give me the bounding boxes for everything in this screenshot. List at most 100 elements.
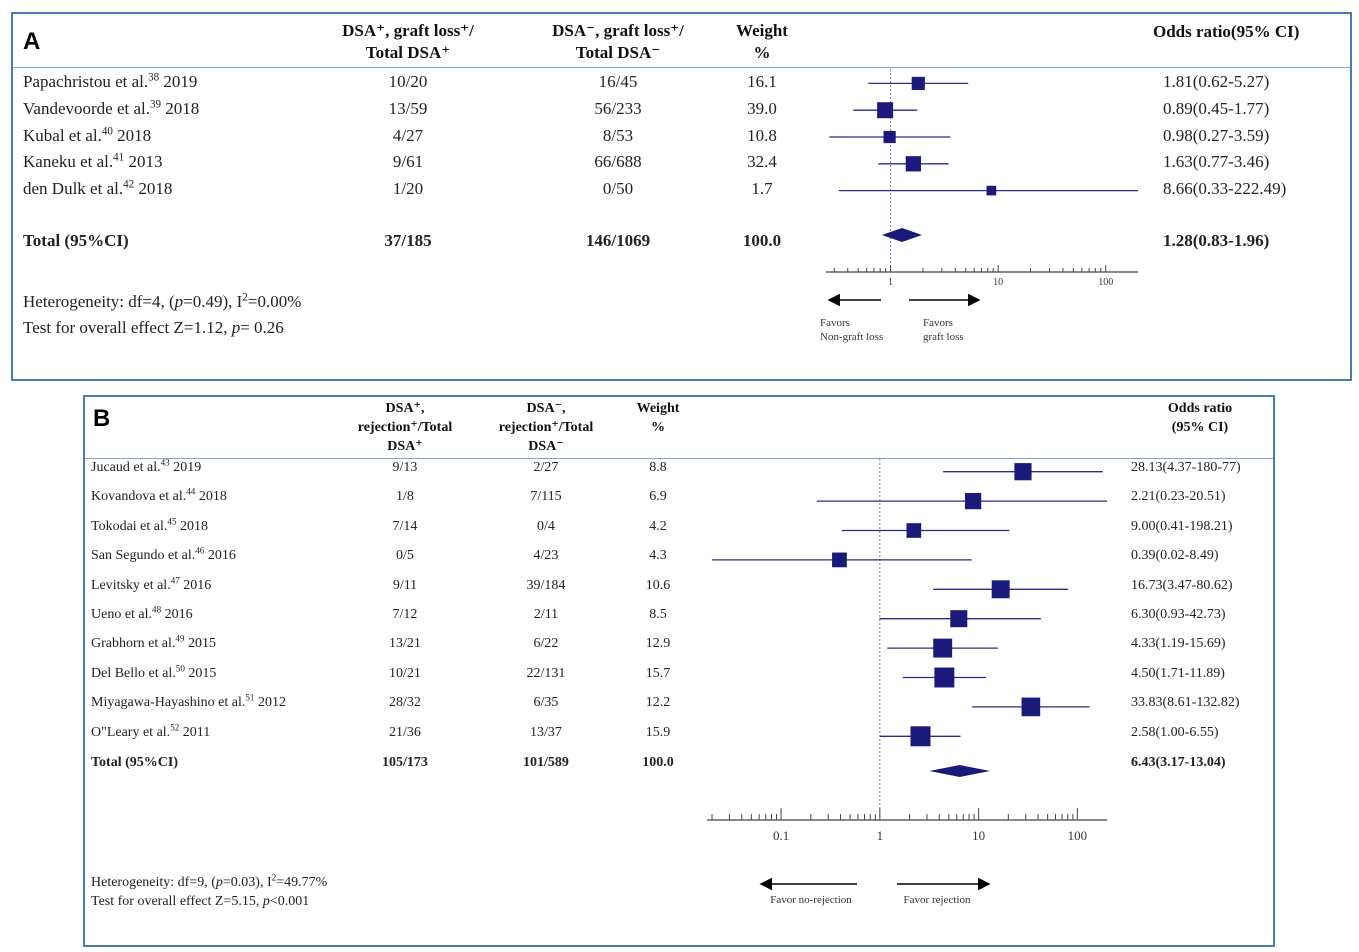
study-ref: 51 [245,692,255,703]
study-name: Kovandova et al.44 2018 [91,487,227,505]
study-year: 2018 [117,125,152,145]
study-author: Jucaud et al. [91,460,161,475]
study-year: 2018 [165,98,200,118]
study-year: 2012 [257,695,286,711]
b-het-pval: =0.03), I [222,875,272,890]
study-author: Tokodai et al. [91,518,168,534]
point-estimate [933,638,953,658]
study-or: 0.39(0.02-8.49) [1131,548,1219,564]
point-estimate [934,667,955,688]
study-year: 2016 [183,577,212,593]
study-weight: 10.6 [645,577,671,593]
a-het-prefix: Heterogeneity: df=4, ( [23,292,175,311]
point-estimate [911,76,925,90]
point-estimate [986,185,997,196]
study-weight: 16.1 [747,72,777,91]
study-weight: 39.0 [747,98,777,118]
study-ref: 42 [123,178,135,191]
study-or: 4.33(1.19-15.69) [1131,636,1226,652]
study-neg: 4/23 [533,548,559,564]
point-estimate [1021,697,1041,717]
study-weight: 8.8 [649,460,667,475]
b-forest-plot: 0.1 1 10 100 Favor no-rejection Favor rejecti… [707,459,1107,906]
point-estimate [910,726,931,747]
study-name: den Dulk et al.42 2018 [23,179,172,199]
study-neg: 6/35 [533,695,559,711]
point-estimate [883,130,896,144]
total-label: Total (95%CI) [23,231,129,250]
study-author: Levitsky et al. [91,577,171,593]
study-ref: 47 [170,574,180,585]
study-neg: 39/184 [526,577,566,593]
a-header-dsa-neg-line2: Total DSA⁻ [575,43,661,62]
study-ref: 49 [175,633,185,644]
study-name: Ueno et al.48 2016 [91,604,193,623]
study-ref: 52 [170,721,180,732]
study-or: 8.66(0.33-222.49) [1163,179,1287,199]
total-neg: 146/1069 [585,231,651,250]
study-author: Grabhorn et al. [91,636,176,652]
study-pos: 9/11 [392,577,418,593]
a-header-weight: Weight % [713,20,811,64]
study-author: Kovandova et al. [91,489,187,505]
study-neg: 16/45 [598,72,638,91]
study-name: Del Bello et al.50 2015 [91,664,216,682]
panel-b-label: B [93,405,111,432]
study-author: San Segundo et al. [91,548,196,564]
b-header-dsa-pos: DSA⁺, rejection⁺/Total DSA⁺ [325,399,485,456]
favor-left-label: Favors [820,317,850,329]
b-header-dsa-pos-line2: rejection⁺/Total [357,420,453,435]
a-het-ival: =0.00% [247,292,302,311]
axis-tick-label: 1 [888,277,893,288]
study-or: 0.98(0.27-3.59) [1163,125,1270,145]
total-pos: 105/173 [382,755,428,770]
study-author: Papachristou et al. [23,72,149,91]
point-estimate [1014,463,1032,481]
b-header-or-line1: Odds ratio [1167,401,1233,416]
study-weight: 4.2 [649,518,667,534]
axis-tick-label: 10 [993,277,1003,288]
study-author: Kubal et al. [23,125,102,145]
b-header-or-line2: (95% CI) [1171,420,1229,435]
study-name: Kaneku et al.41 2013 [23,152,162,172]
study-ref: 48 [152,604,162,615]
study-year: 2018 [198,489,227,505]
study-author: Kaneku et al. [23,152,114,172]
study-or: 9.00(0.41-198.21) [1131,518,1233,534]
b-header-divider [85,458,1273,459]
study-or: 1.63(0.77-3.46) [1163,152,1270,172]
study-pos: 0/5 [396,548,414,564]
b-header-weight-line1: Weight [636,401,680,416]
favor-right-label: Favors [923,317,953,329]
pooled-diamond [881,228,922,242]
b-overall-pval: <0.001 [269,894,310,909]
study-or: 2.58(1.00-6.55) [1131,724,1219,740]
study-pos: 10/21 [389,665,421,681]
study-neg: 13/37 [530,724,562,740]
study-name: Kubal et al.40 2018 [23,125,152,146]
a-header-weight-line2: % [753,43,771,62]
panel-b: B DSA⁺, rejection⁺/Total DSA⁺ DSA⁻, reje… [83,395,1275,947]
favor-right-label: graft loss [923,331,964,343]
a-header-dsa-neg: DSA⁻, graft loss⁺/ Total DSA⁻ [523,20,713,64]
a-header-dsa-pos: DSA⁺, graft loss⁺/ Total DSA⁺ [313,20,503,64]
study-name: Grabhorn et al.49 2015 [91,633,216,652]
a-het-pval: =0.49), I [183,292,243,311]
axis-tick-label: 100 [1068,828,1088,843]
study-or: 16.73(3.47-80.62) [1131,577,1233,593]
study-neg: 56/233 [594,98,642,118]
total-or-text: 6.43(3.17-13.04) [1131,755,1226,770]
study-weight: 4.3 [649,548,667,564]
study-year: 2019 [173,460,202,475]
study-pos: 13/21 [389,636,421,652]
a-het-isup: 2 [242,291,248,304]
point-estimate [991,580,1010,599]
point-estimate [964,492,982,510]
a-heterogeneity: Heterogeneity: df=4, (p=0.49), I2=0.00% [23,292,301,312]
study-pos: 9/13 [392,460,418,475]
total-label: Total (95%CI) [91,755,178,770]
a-overall-prefix: Test for overall effect Z=1.12, [23,318,232,337]
a-header-divider [13,67,1350,68]
study-ref: 43 [160,457,170,468]
study-ref: 38 [148,71,160,84]
